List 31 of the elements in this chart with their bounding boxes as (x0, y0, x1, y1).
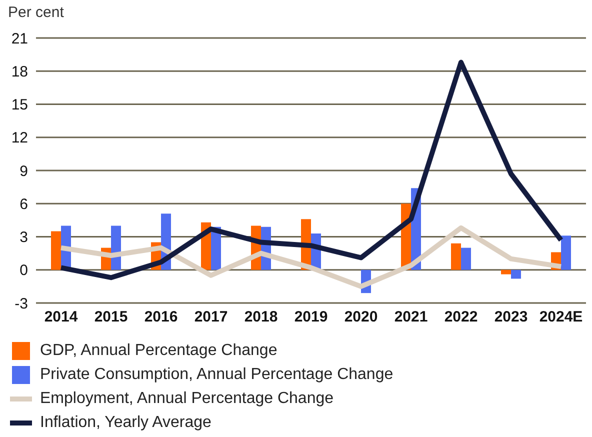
bar (501, 270, 511, 274)
legend-label: Private Consumption, Annual Percentage Change (40, 366, 394, 384)
y-tick-label: 9 (20, 162, 28, 180)
bar (51, 231, 61, 270)
bar (461, 248, 471, 270)
legend-label: Employment, Annual Percentage Change (40, 390, 334, 408)
legend-label: Inflation, Yearly Average (40, 414, 212, 432)
y-axis-title: Per cent (8, 4, 64, 21)
legend-label: GDP, Annual Percentage Change (40, 342, 278, 360)
y-tick-label: 3 (20, 229, 28, 246)
x-tick-label: 2021 (394, 308, 428, 326)
y-tick-label: 21 (11, 30, 28, 48)
x-tick-label: 2014 (44, 308, 78, 326)
y-tick-label: 12 (11, 130, 28, 147)
x-tick-label: 2022 (444, 308, 478, 326)
x-tick-label: 2020 (344, 308, 378, 326)
bar (561, 236, 571, 270)
x-tick-label: 2018 (244, 308, 278, 326)
y-tick-label: 6 (20, 196, 28, 213)
bar (451, 243, 461, 270)
bar (511, 270, 521, 279)
y-tick-label: 15 (11, 96, 28, 114)
x-tick-label: 2023 (494, 308, 528, 326)
y-tick-label: 0 (20, 262, 28, 280)
y-tick-label: 18 (11, 63, 28, 80)
x-tick-label: 2015 (94, 308, 128, 326)
x-tick-label: 2019 (294, 308, 328, 326)
x-tick-label: 2017 (194, 308, 228, 326)
x-tick-label: 2024E (539, 308, 583, 326)
x-tick-label: 2016 (144, 308, 178, 326)
y-tick-label: -3 (14, 295, 28, 312)
